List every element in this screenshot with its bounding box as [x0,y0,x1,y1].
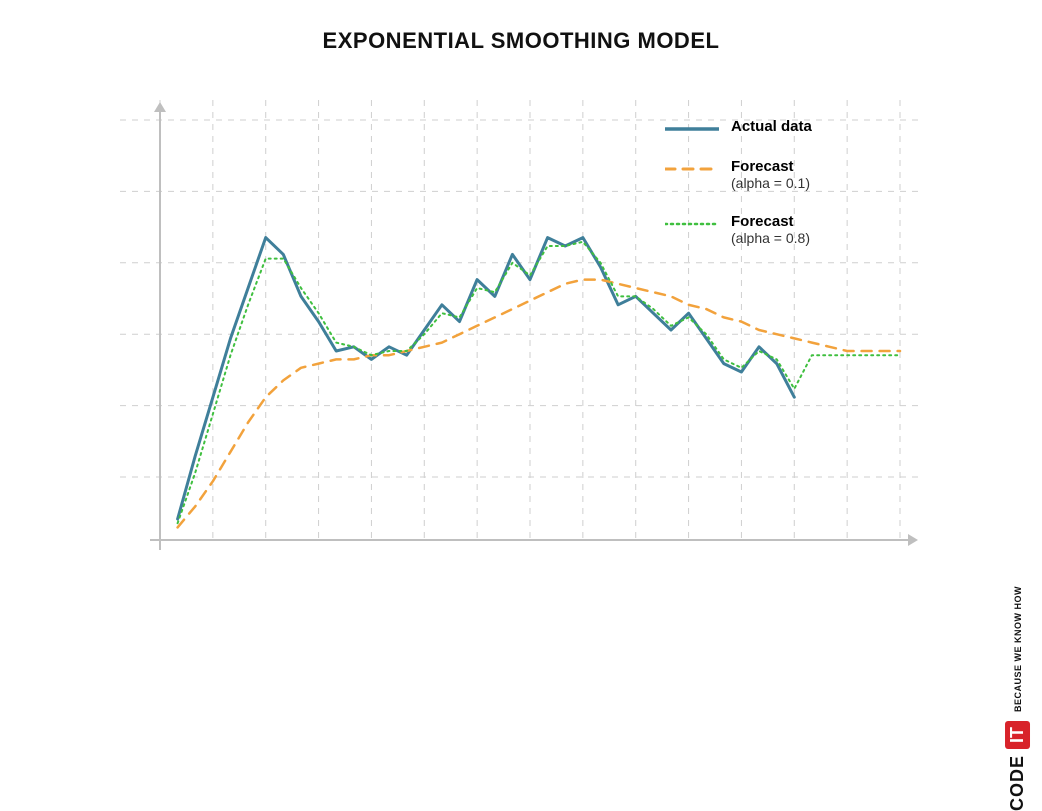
brand-code-text: CODE [1007,755,1028,811]
legend-sub-forecast01: (alpha = 0.1) [731,175,810,191]
legend-swatch-actual [665,122,719,136]
brand-it-text: IT [1005,721,1030,749]
legend-swatch-forecast01 [665,162,719,176]
chart-title: EXPONENTIAL SMOOTHING MODEL [0,28,1042,54]
brand-tagline: BECAUSE WE KNOW HOW [1013,586,1023,712]
brand-logo: CODE IT BECAUSE WE KNOW HOW [1005,586,1030,811]
legend-item-forecast08: Forecast (alpha = 0.8) [665,213,812,246]
legend-item-forecast01: Forecast (alpha = 0.1) [665,158,812,191]
legend-label-forecast08: Forecast [731,213,810,230]
legend: Actual data Forecast (alpha = 0.1) Forec… [665,118,812,268]
legend-item-actual: Actual data [665,118,812,136]
legend-sub-forecast08: (alpha = 0.8) [731,230,810,246]
legend-swatch-forecast08 [665,217,719,231]
legend-label-forecast01: Forecast [731,158,810,175]
legend-label-actual: Actual data [731,118,812,135]
